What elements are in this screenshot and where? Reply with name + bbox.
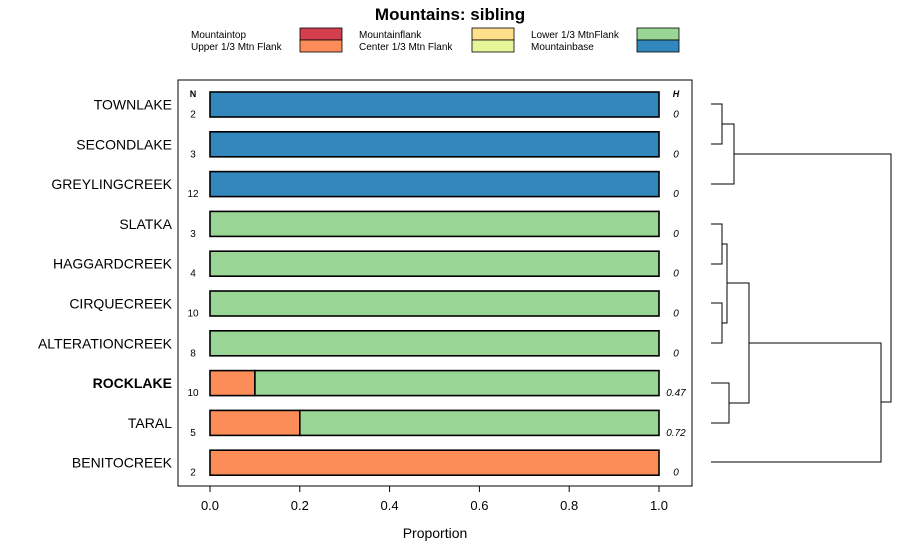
dendrogram-branch: [711, 103, 723, 145]
x-tick-label: 1.0: [650, 498, 668, 513]
h-value-rocklake: 0.47: [666, 388, 686, 399]
row-label-secondlake: SECONDLAKE: [76, 136, 172, 152]
legend-label-mountainflank: Mountainflank: [359, 30, 422, 41]
dendrogram-branch: [734, 153, 892, 403]
bar-segment-greylingcreek-mountainbase: [209, 170, 660, 198]
n-value-slatka: 3: [190, 229, 196, 240]
row-rocklake: ROCKLAKE 10 0.47: [93, 369, 686, 399]
row-label-slatka: SLATKA: [119, 216, 172, 232]
x-axis: 0.0 0.2 0.4 0.6 0.8 1.0: [201, 486, 668, 513]
bar-segment-haggardcreek-lower-1-3-mtnflank: [209, 250, 660, 277]
row-label-haggardcreek: HAGGARDCREEK: [53, 256, 173, 272]
row-townlake: TOWNLAKE 2 0: [94, 91, 679, 121]
dendrogram-branch: [711, 223, 723, 265]
bar-segment-rocklake-upper-1-3-mtn-flank: [209, 369, 256, 397]
legend-swatch-upper-1-3-mtn-flank: [299, 39, 343, 53]
x-tick-label: 0.8: [560, 498, 578, 513]
row-slatka: SLATKA 3 0: [119, 210, 679, 240]
dendrogram-branch: [711, 382, 730, 424]
legend-label-center-1-3-mtn-flank: Center 1/3 Mtn Flank: [359, 42, 453, 53]
x-tick-label: 0.6: [470, 498, 488, 513]
row-greylingcreek: GREYLINGCREEK 12 0: [51, 170, 679, 200]
chart-title: Mountains: sibling: [375, 5, 525, 24]
row-alterationcreek: ALTERATIONCREEK 8 0: [38, 329, 679, 359]
legend-swatch-mountaintop: [299, 27, 343, 41]
row-haggardcreek: HAGGARDCREEK 4 0: [53, 250, 679, 280]
row-label-benitocreek: BENITOCREEK: [72, 455, 173, 471]
h-value-townlake: 0: [673, 110, 679, 121]
bar-segment-slatka-lower-1-3-mtnflank: [209, 210, 660, 238]
row-label-alterationcreek: ALTERATIONCREEK: [38, 335, 173, 351]
h-value-greylingcreek: 0: [673, 189, 679, 200]
row-label-taral: TARAL: [128, 415, 172, 431]
legend-swatch-center-1-3-mtn-flank: [471, 39, 515, 53]
legend-swatch-lower-1-3-mtnflank: [636, 27, 680, 41]
legend-label-lower-1-3-mtnflank: Lower 1/3 MtnFlank: [531, 30, 620, 41]
h-value-secondlake: 0: [673, 149, 679, 160]
legend-swatch-mountainflank: [471, 27, 515, 41]
h-value-slatka: 0: [673, 229, 679, 240]
row-taral: TARAL 5 0.72: [128, 409, 686, 439]
n-value-secondlake: 3: [190, 149, 196, 160]
bar-segment-taral-lower-1-3-mtnflank: [298, 409, 660, 437]
n-value-taral: 5: [190, 428, 196, 439]
legend-swatch-mountainbase: [636, 39, 680, 53]
row-label-greylingcreek: GREYLINGCREEK: [51, 176, 172, 192]
n-column-header: N: [190, 89, 197, 99]
row-benitocreek: BENITOCREEK 2 0: [72, 449, 679, 479]
row-label-cirquecreek: CIRQUECREEK: [69, 296, 172, 312]
x-tick-label: 0.2: [291, 498, 309, 513]
h-column-header: H: [673, 89, 680, 99]
bar-segment-rocklake-lower-1-3-mtnflank: [254, 369, 660, 397]
x-axis-label: Proportion: [403, 525, 468, 541]
bar-segment-cirquecreek-lower-1-3-mtnflank: [209, 290, 660, 317]
legend-label-mountaintop: Mountaintop: [191, 30, 246, 41]
legend-label-upper-1-3-mtn-flank: Upper 1/3 Mtn Flank: [191, 42, 283, 53]
row-secondlake: SECONDLAKE 3 0: [76, 131, 679, 160]
n-value-townlake: 2: [190, 110, 196, 121]
bar-segment-alterationcreek-lower-1-3-mtnflank: [209, 329, 660, 357]
bar-segment-townlake-mountainbase: [209, 91, 660, 118]
n-value-greylingcreek: 12: [187, 189, 199, 200]
n-value-alterationcreek: 8: [190, 348, 196, 359]
n-value-cirquecreek: 10: [187, 309, 199, 320]
plot-frame: [177, 79, 693, 487]
x-tick-label: 0.4: [381, 498, 399, 513]
n-value-rocklake: 10: [187, 388, 199, 399]
dendrogram-branch: [722, 243, 728, 324]
dendrogram-branch: [711, 302, 723, 344]
row-cirquecreek: CIRQUECREEK 10 0: [69, 290, 679, 320]
n-value-haggardcreek: 4: [190, 269, 196, 280]
row-label-townlake: TOWNLAKE: [94, 97, 172, 113]
bar-segment-secondlake-mountainbase: [209, 131, 660, 158]
x-tick-label: 0.0: [201, 498, 219, 513]
dendrogram: [711, 103, 892, 463]
h-value-cirquecreek: 0: [673, 309, 679, 320]
bar-segment-benitocreek-upper-1-3-mtn-flank: [209, 449, 660, 477]
legend-label-mountainbase: Mountainbase: [531, 42, 594, 53]
h-value-haggardcreek: 0: [673, 269, 679, 280]
h-value-taral: 0.72: [666, 428, 686, 439]
h-value-alterationcreek: 0: [673, 348, 679, 359]
h-value-benitocreek: 0: [673, 468, 679, 479]
bar-segment-taral-upper-1-3-mtn-flank: [209, 409, 301, 437]
row-label-rocklake: ROCKLAKE: [93, 375, 172, 391]
n-value-benitocreek: 2: [190, 468, 196, 479]
dendrogram-branch: [727, 282, 750, 404]
